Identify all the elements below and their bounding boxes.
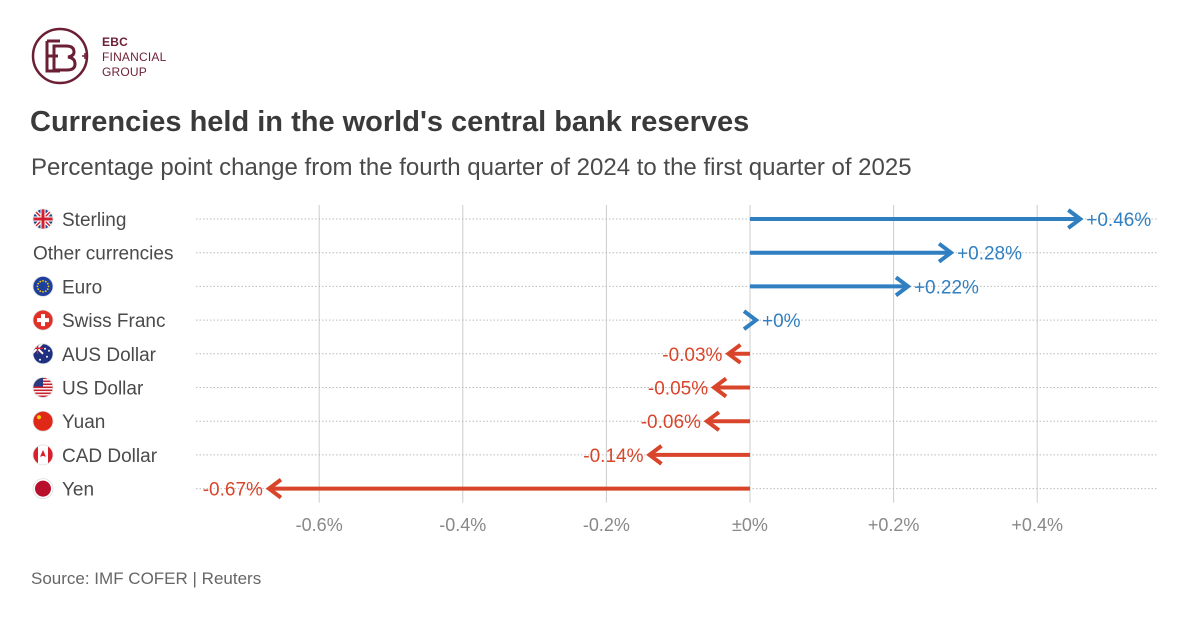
category-label: AUS Dollar: [62, 345, 157, 366]
x-tick-label: ±0%: [732, 515, 768, 535]
brand-name-line1: EBC: [102, 35, 128, 49]
data-label: -0.03%: [662, 345, 722, 366]
bar: [750, 242, 955, 264]
brand-name-line3: GROUP: [102, 65, 148, 79]
bar: [703, 410, 750, 432]
uk-flag-icon: [32, 208, 54, 230]
x-tick-label: -0.6%: [296, 515, 343, 535]
japan-flag-icon: [32, 478, 54, 500]
category-label: Euro: [62, 277, 102, 298]
source-note: Source: IMF COFER | Reuters: [31, 569, 262, 588]
bar: [750, 208, 1084, 230]
category-label: Yen: [62, 480, 94, 501]
ebc-logo: EBC FINANCIAL GROUP: [30, 26, 190, 90]
category-label: CAD Dollar: [62, 446, 158, 467]
data-label: +0%: [762, 311, 801, 332]
data-label: +0.22%: [914, 277, 979, 298]
category-label: Yuan: [62, 412, 105, 433]
swiss-flag-icon: [32, 309, 54, 331]
category-label: US Dollar: [62, 379, 144, 400]
china-flag-icon: [32, 410, 54, 432]
bar: [725, 343, 750, 365]
category-label: Swiss Franc: [62, 311, 165, 332]
brand-name: EBC FINANCIAL GROUP: [102, 35, 166, 80]
data-label: -0.06%: [641, 412, 701, 433]
bar: [742, 309, 760, 331]
ebc-logo-mark-icon: [31, 27, 89, 85]
us-flag-icon: [32, 377, 54, 398]
australia-flag-icon: [32, 343, 54, 365]
eu-flag-icon: [32, 275, 54, 297]
bar: [750, 275, 912, 297]
bar: [265, 478, 750, 500]
category-label: Other currencies: [33, 244, 173, 265]
x-tick-label: -0.4%: [439, 515, 486, 535]
data-label: -0.05%: [648, 379, 708, 400]
x-tick-label: +0.2%: [868, 515, 920, 535]
data-label: +0.28%: [957, 244, 1022, 265]
data-label: -0.67%: [203, 480, 263, 501]
chart-subtitle: Percentage point change from the fourth …: [31, 154, 912, 181]
data-label: -0.14%: [583, 446, 643, 467]
category-label: Sterling: [62, 210, 126, 231]
x-tick-label: -0.2%: [583, 515, 630, 535]
brand-name-line2: FINANCIAL: [102, 50, 167, 64]
canada-flag-icon: [32, 444, 54, 466]
x-tick-label: +0.4%: [1011, 515, 1063, 535]
data-label: +0.46%: [1086, 210, 1151, 231]
bar: [646, 444, 750, 466]
bar: [710, 376, 750, 399]
chart-title: Currencies held in the world's central b…: [30, 106, 750, 138]
